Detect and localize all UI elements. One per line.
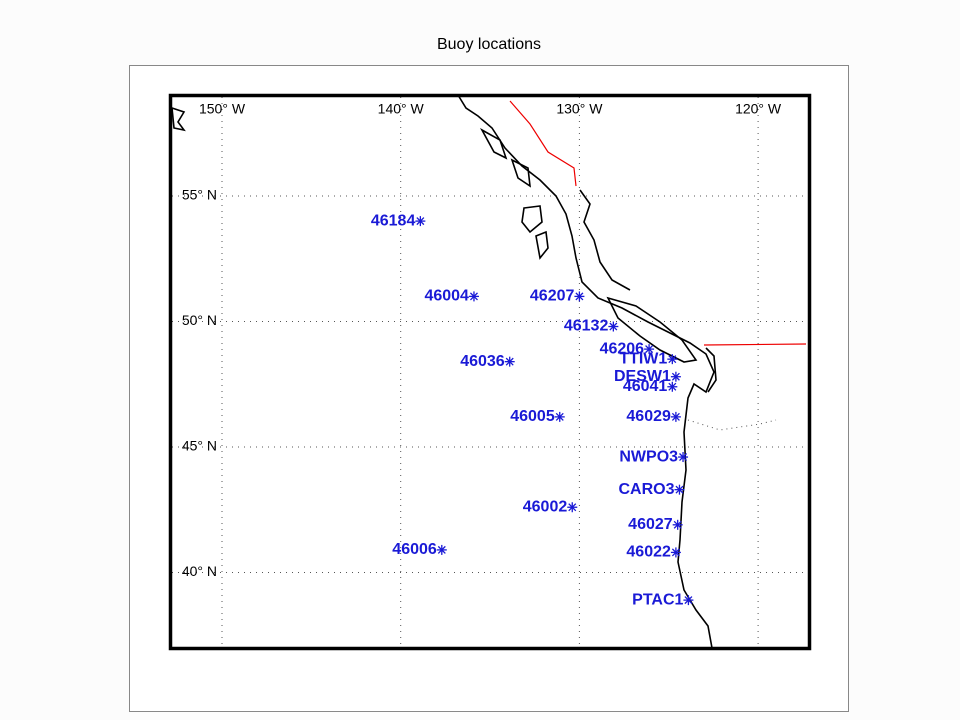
marker-stroke [469, 292, 478, 301]
buoy-marker [468, 291, 479, 302]
buoy-label: 46132 [564, 318, 609, 335]
buoy-marker [554, 411, 565, 422]
y-tick-label: 50° N [182, 312, 217, 328]
x-tick-label: 140° W [378, 101, 425, 117]
graticule: 150° W 140° W 130° W 120° W 55° N 50° N 45° N 4… [172, 97, 808, 647]
island [521, 205, 543, 234]
island [510, 158, 531, 188]
coast [457, 94, 715, 649]
border [509, 100, 577, 187]
marker-stroke [673, 520, 682, 529]
marker-stroke [505, 357, 514, 366]
island [606, 296, 698, 363]
marker-stroke [671, 412, 680, 421]
buoy-label: 46002 [523, 498, 568, 515]
marker-stroke [675, 485, 684, 494]
marker-stroke [437, 545, 446, 554]
borders [509, 100, 807, 346]
buoy-marker [574, 291, 585, 302]
buoy-label: 46006 [392, 541, 437, 558]
buoy-label: 46029 [626, 408, 671, 425]
buoy-label: 46206 [600, 340, 645, 357]
marker-stroke [684, 596, 693, 605]
buoy-label: PTAC1 [632, 591, 683, 608]
buoy-marker [667, 354, 678, 365]
x-tick-label: 120° W [735, 101, 782, 117]
marker-stroke [668, 355, 677, 364]
marker-stroke [671, 372, 680, 381]
buoy-marker [667, 381, 678, 392]
marker-stroke [575, 292, 584, 301]
island [479, 127, 508, 160]
coastline [171, 94, 717, 649]
marker-stroke [416, 217, 425, 226]
border [703, 343, 807, 346]
x-tick-label: 150° W [199, 101, 246, 117]
buoy-label: TTIW1 [619, 350, 667, 367]
buoy-marker [608, 321, 619, 332]
buoy-marker [415, 216, 426, 227]
x-tick-label: 130° W [556, 101, 603, 117]
buoy-label: 46005 [510, 408, 555, 425]
buoy-label: CARO3 [618, 481, 674, 498]
buoy-label: 46184 [371, 212, 416, 229]
buoy-marker [436, 544, 447, 555]
buoy-marker [567, 502, 578, 513]
buoy-marker [670, 547, 681, 558]
map-title: Buoy locations [437, 36, 541, 53]
buoy-label: 46004 [424, 288, 469, 305]
buoy-marker [644, 344, 655, 355]
map-frame [168, 93, 812, 651]
buoy-marker [683, 595, 694, 606]
buoy-marker [678, 452, 689, 463]
marker-stroke [645, 345, 654, 354]
island [535, 230, 549, 260]
y-tick-label: 45° N [182, 438, 217, 454]
marker-stroke [671, 548, 680, 557]
figure-frame [129, 65, 849, 712]
buoy-marker [504, 356, 515, 367]
y-tick-label: 55° N [182, 187, 217, 203]
marker-stroke [568, 503, 577, 512]
buoy-label: 46027 [628, 516, 673, 533]
buoy-label: DESW1 [614, 368, 671, 385]
buoy-label: NWPO3 [619, 448, 678, 465]
inlet [579, 189, 631, 291]
buoy-label: 46207 [530, 288, 575, 305]
marker-stroke [609, 322, 618, 331]
marker-stroke [679, 453, 688, 462]
buoy-marker [670, 411, 681, 422]
buoy-marker [674, 484, 685, 495]
buoy-label: 46036 [460, 353, 505, 370]
island [171, 106, 186, 132]
y-tick-label: 40° N [182, 563, 217, 579]
buoy-marker [672, 519, 683, 530]
buoy-label: 46022 [626, 544, 671, 561]
marker-stroke [555, 412, 564, 421]
lake [705, 347, 717, 393]
buoy-marker [670, 371, 681, 382]
marker-stroke [668, 382, 677, 391]
buoy-label: 46041 [623, 378, 668, 395]
